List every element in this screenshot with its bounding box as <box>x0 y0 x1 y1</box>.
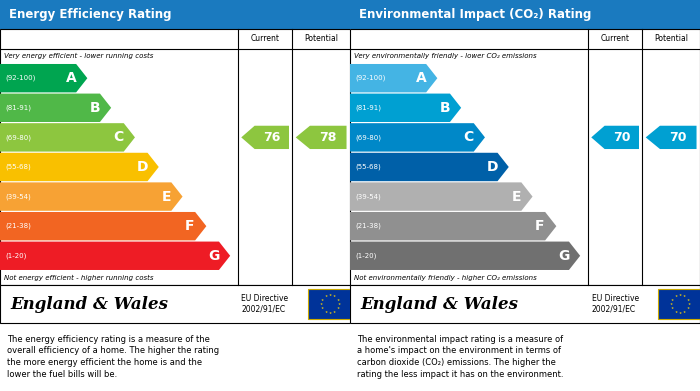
Text: Energy Efficiency Rating: Energy Efficiency Rating <box>8 8 172 21</box>
Polygon shape <box>350 182 533 211</box>
Text: ★: ★ <box>321 307 324 310</box>
Text: ★: ★ <box>687 298 689 301</box>
Bar <box>350 29 700 285</box>
Text: 70: 70 <box>613 131 631 144</box>
Text: F: F <box>186 219 195 233</box>
Text: ★: ★ <box>337 307 340 310</box>
Text: ★: ★ <box>679 311 682 315</box>
Text: ★: ★ <box>670 302 673 306</box>
Text: (69-80): (69-80) <box>355 134 382 141</box>
Text: 78: 78 <box>320 131 337 144</box>
Text: D: D <box>136 160 148 174</box>
Text: B: B <box>90 101 100 115</box>
Polygon shape <box>350 212 556 240</box>
Polygon shape <box>0 242 230 270</box>
Text: (55-68): (55-68) <box>6 164 31 170</box>
Text: Environmental Impact (CO₂) Rating: Environmental Impact (CO₂) Rating <box>358 8 591 21</box>
Text: (39-54): (39-54) <box>355 193 381 200</box>
Polygon shape <box>645 126 696 149</box>
Text: Not energy efficient - higher running costs: Not energy efficient - higher running co… <box>4 275 153 281</box>
Bar <box>0 285 350 323</box>
Text: 70: 70 <box>669 131 687 144</box>
Text: F: F <box>536 219 545 233</box>
Polygon shape <box>350 153 509 181</box>
Text: Potential: Potential <box>304 34 338 43</box>
Text: (1-20): (1-20) <box>6 253 27 259</box>
Polygon shape <box>0 93 111 122</box>
Text: G: G <box>558 249 569 263</box>
Polygon shape <box>295 126 346 149</box>
Text: ★: ★ <box>337 298 340 301</box>
Text: B: B <box>440 101 450 115</box>
Text: ★: ★ <box>324 294 328 298</box>
Polygon shape <box>350 93 461 122</box>
Text: (92-100): (92-100) <box>355 75 386 81</box>
Polygon shape <box>350 242 580 270</box>
Text: 76: 76 <box>263 131 281 144</box>
Text: ★: ★ <box>337 302 341 306</box>
Text: EU Directive
2002/91/EC: EU Directive 2002/91/EC <box>592 294 638 314</box>
Text: ★: ★ <box>321 298 324 301</box>
Bar <box>350 0 700 29</box>
Text: Current: Current <box>601 34 629 43</box>
Text: ★: ★ <box>674 294 678 298</box>
Polygon shape <box>350 64 438 92</box>
Text: C: C <box>463 130 474 144</box>
Text: Very environmentally friendly - lower CO₂ emissions: Very environmentally friendly - lower CO… <box>354 53 536 59</box>
Text: Very energy efficient - lower running costs: Very energy efficient - lower running co… <box>4 53 153 59</box>
Text: (81-91): (81-91) <box>355 104 382 111</box>
Text: (1-20): (1-20) <box>355 253 377 259</box>
Text: (55-68): (55-68) <box>355 164 381 170</box>
Polygon shape <box>241 126 289 149</box>
Text: England & Wales: England & Wales <box>10 296 169 312</box>
Text: The environmental impact rating is a measure of
a home's impact on the environme: The environmental impact rating is a mea… <box>357 335 564 379</box>
Text: ★: ★ <box>324 310 328 314</box>
Text: (92-100): (92-100) <box>6 75 36 81</box>
Text: E: E <box>512 190 521 204</box>
Polygon shape <box>0 182 183 211</box>
Text: ★: ★ <box>679 293 682 297</box>
Text: A: A <box>66 71 76 85</box>
Text: EU Directive
2002/91/EC: EU Directive 2002/91/EC <box>241 294 288 314</box>
Text: ★: ★ <box>320 302 323 306</box>
Text: ★: ★ <box>683 294 686 298</box>
Text: England & Wales: England & Wales <box>360 296 519 312</box>
Bar <box>0 29 350 285</box>
Polygon shape <box>0 212 206 240</box>
Polygon shape <box>0 153 159 181</box>
Text: (21-38): (21-38) <box>6 223 31 230</box>
Text: (69-80): (69-80) <box>6 134 32 141</box>
Text: ★: ★ <box>674 310 678 314</box>
Text: A: A <box>416 71 426 85</box>
Text: ★: ★ <box>329 311 332 315</box>
Text: ★: ★ <box>671 298 674 301</box>
Text: E: E <box>162 190 171 204</box>
Text: Not environmentally friendly - higher CO₂ emissions: Not environmentally friendly - higher CO… <box>354 275 536 281</box>
Polygon shape <box>592 126 639 149</box>
Polygon shape <box>350 123 485 152</box>
Text: G: G <box>208 249 219 263</box>
Text: ★: ★ <box>329 293 332 297</box>
Text: ★: ★ <box>683 310 686 314</box>
Text: (81-91): (81-91) <box>6 104 32 111</box>
Text: C: C <box>113 130 124 144</box>
Polygon shape <box>0 64 88 92</box>
Text: ★: ★ <box>333 310 336 314</box>
Bar <box>308 289 353 319</box>
Polygon shape <box>0 123 135 152</box>
Text: ★: ★ <box>687 302 691 306</box>
Text: ★: ★ <box>687 307 689 310</box>
Text: Potential: Potential <box>654 34 688 43</box>
Text: (21-38): (21-38) <box>355 223 381 230</box>
Text: (39-54): (39-54) <box>6 193 31 200</box>
Text: ★: ★ <box>671 307 674 310</box>
Text: ★: ★ <box>333 294 336 298</box>
Bar <box>350 285 700 323</box>
Bar <box>0 0 350 29</box>
Text: Current: Current <box>251 34 279 43</box>
Text: D: D <box>486 160 498 174</box>
Text: The energy efficiency rating is a measure of the
overall efficiency of a home. T: The energy efficiency rating is a measur… <box>7 335 219 379</box>
Bar <box>658 289 700 319</box>
